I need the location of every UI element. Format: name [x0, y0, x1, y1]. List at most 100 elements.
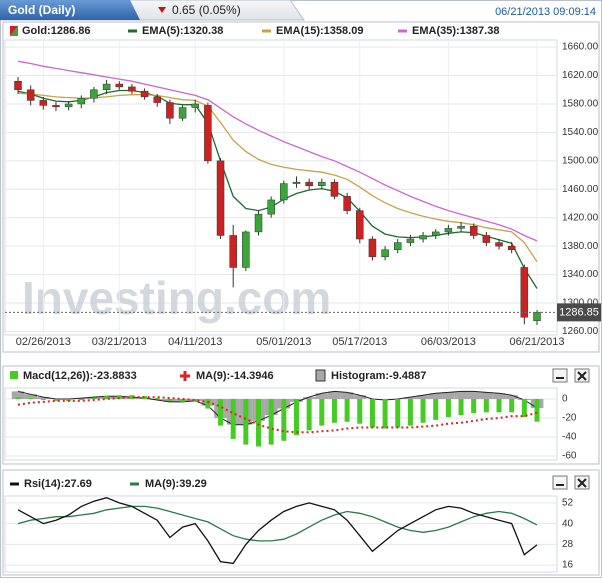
- histogram-bar: [340, 392, 354, 400]
- panel-buttons: [552, 368, 590, 490]
- y-tick-label: -20: [562, 413, 577, 424]
- macd-bar: [268, 399, 274, 445]
- y-tick-label: 1460.00: [562, 184, 599, 195]
- macd-bar: [78, 399, 84, 400]
- candle-body: [343, 196, 351, 211]
- macd-bar: [509, 399, 515, 413]
- x-tick-label: 03/21/2013: [92, 336, 147, 348]
- rsi-line: [17, 497, 538, 565]
- candle-body: [482, 235, 491, 243]
- histogram-bar: [37, 397, 50, 400]
- legend-icon: [180, 371, 190, 381]
- minimize-button[interactable]: [552, 475, 568, 490]
- macd-bar: [471, 399, 477, 414]
- macd-bar: [15, 397, 21, 400]
- macd-bar: [40, 399, 46, 400]
- histogram-bar: [150, 399, 164, 400]
- y-tick-label: 1580.00: [562, 99, 599, 110]
- rsi-panel: [2, 469, 600, 576]
- rsi-ma-line: [17, 505, 538, 542]
- legend-label: MA(9):-14.3946: [196, 370, 274, 382]
- candle-body: [242, 231, 250, 268]
- candle-body: [153, 96, 161, 103]
- main-panel: [2, 21, 600, 353]
- candle-body: [229, 235, 237, 268]
- watermark: Investing.com: [22, 272, 331, 324]
- legend-icon: [10, 26, 18, 36]
- candle-body: [166, 102, 174, 119]
- macd-bar: [104, 396, 110, 400]
- candle-body: [507, 245, 516, 250]
- candle-body: [204, 105, 212, 162]
- macd-bar: [357, 399, 363, 424]
- y-tick-label: -40: [562, 432, 577, 443]
- histogram-bar: [442, 392, 455, 400]
- macd-bar: [521, 399, 527, 418]
- y-tick-label: 1260.00: [562, 326, 599, 337]
- y-tick-label: -60: [562, 451, 577, 462]
- candle-body: [77, 98, 86, 105]
- candle-body: [292, 181, 301, 184]
- legend-label: EMA(5):1320.38: [142, 25, 223, 37]
- macd-bar: [458, 399, 464, 416]
- macd-bar: [243, 399, 249, 445]
- candle-body: [469, 225, 478, 236]
- candle-body: [178, 107, 187, 119]
- candle-body: [318, 181, 326, 186]
- macd-bar: [395, 399, 401, 428]
- header-change: 0.65 (0.05%): [172, 3, 241, 17]
- macd-bar: [53, 399, 59, 401]
- y-tick-label: 1500.00: [562, 155, 599, 166]
- header-timestamp: 06/21/2013 09:09:14: [495, 6, 596, 18]
- candle-body: [64, 103, 73, 108]
- x-tick-label: 05/17/2013: [332, 336, 387, 348]
- candle-body: [406, 238, 415, 243]
- macd-bar: [91, 398, 97, 400]
- histogram-bar: [454, 391, 468, 400]
- candle-body: [267, 199, 275, 215]
- title-tab[interactable]: [0, 0, 140, 20]
- macd-bar: [420, 399, 426, 423]
- macd-bar: [205, 399, 211, 409]
- macd-bar: [192, 399, 198, 402]
- macd-bar: [483, 399, 489, 413]
- legend-label: EMA(35):1387.38: [412, 25, 499, 37]
- macd-bar: [281, 399, 287, 441]
- rsi-plot: [4, 495, 558, 573]
- macd-bar: [382, 399, 388, 429]
- macd-bar: [154, 398, 160, 400]
- ema-line: [17, 60, 538, 242]
- last-price-label: 1286.85: [559, 306, 599, 318]
- candle-body: [533, 312, 541, 322]
- x-tick-label: 02/26/2013: [16, 336, 71, 348]
- candle-body: [495, 242, 503, 247]
- candle-body: [381, 249, 389, 258]
- macd-bar: [445, 399, 451, 418]
- histogram-bar: [328, 391, 341, 400]
- x-tick-label: 05/01/2013: [256, 336, 311, 348]
- y-tick-label: 40: [562, 518, 574, 529]
- macd-bar: [534, 399, 540, 422]
- candle-body: [39, 100, 48, 106]
- macd-panel: [2, 365, 600, 465]
- macd-bar: [306, 399, 312, 431]
- macd-bar: [180, 399, 186, 402]
- candle-body: [254, 213, 263, 233]
- macd-bar: [319, 399, 325, 426]
- candle-body: [520, 267, 529, 318]
- y-tick-label: 1380.00: [562, 241, 599, 252]
- candle-body: [280, 183, 288, 201]
- histogram-bar: [302, 397, 316, 400]
- y-tick-label: 28: [562, 539, 574, 550]
- last-price-box: [557, 303, 601, 322]
- histogram-bar: [11, 391, 25, 400]
- legend-label: Histogram:-9.4887: [331, 370, 426, 382]
- minimize-button[interactable]: [552, 368, 568, 383]
- y-tick-label: 52: [562, 498, 574, 509]
- candle-body: [191, 103, 199, 108]
- candle-body: [14, 80, 22, 91]
- legend-icon: [315, 369, 326, 382]
- y-tick-label: 1300.00: [562, 298, 599, 309]
- y-tick-label: 0: [562, 394, 568, 405]
